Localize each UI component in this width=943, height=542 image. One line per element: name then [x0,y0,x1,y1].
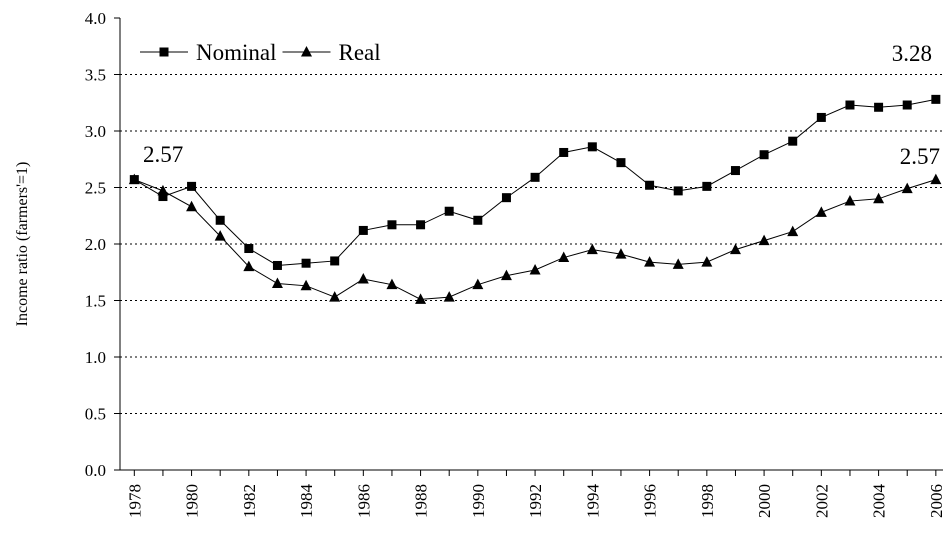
marker [500,269,512,281]
marker [244,244,254,254]
marker [243,260,255,272]
marker [702,181,712,191]
marker [387,220,397,230]
legend-label: Nominal [196,40,277,65]
marker [873,192,885,204]
marker [901,182,913,194]
y-tick-label: 0.0 [85,461,106,480]
marker [529,263,541,275]
x-tick-label: 1984 [297,484,316,519]
marker [701,256,713,267]
marker [644,256,656,267]
marker [443,291,455,302]
y-axis-label: Income ratio (farmers'=1) [14,162,31,327]
marker [587,142,597,152]
x-tick-label: 1978 [125,484,144,518]
x-tick-label: 1980 [183,484,202,518]
marker [214,230,226,241]
marker [730,166,740,176]
marker [158,192,168,202]
annotation: 2.57 [143,142,183,167]
marker [301,258,311,268]
marker [672,258,684,269]
x-tick-label: 2006 [927,484,943,518]
marker [788,136,798,146]
marker [616,158,626,168]
marker [931,94,941,104]
marker [816,112,826,122]
marker [358,225,368,235]
marker [530,172,540,182]
marker [301,46,312,57]
y-tick-label: 1.5 [85,292,106,311]
marker [501,193,511,203]
y-tick-label: 4.0 [85,9,106,28]
marker [272,260,282,270]
marker [157,184,169,196]
marker [874,102,884,112]
x-tick-label: 1986 [354,484,373,518]
marker [902,100,912,110]
y-tick-label: 1.0 [85,348,106,367]
marker [300,279,312,291]
marker [473,215,483,225]
marker [386,278,398,290]
marker [815,206,827,217]
y-tick-label: 2.5 [85,179,106,198]
y-tick-label: 0.5 [85,405,106,424]
marker [787,225,799,237]
marker [759,150,769,160]
x-tick-label: 1998 [698,484,717,518]
y-tick-label: 3.5 [85,66,106,85]
x-tick-label: 1994 [583,484,602,519]
series-line [134,179,936,300]
marker [758,234,770,246]
marker [159,47,169,57]
marker [128,173,140,185]
legend-label: Real [339,40,381,65]
x-tick-label: 1988 [412,484,431,518]
annotation: 2.57 [900,144,940,169]
x-tick-label: 1990 [469,484,488,518]
x-tick-label: 1982 [240,484,259,518]
marker [845,100,855,110]
marker [729,243,741,255]
marker [472,278,484,290]
marker [559,147,569,157]
x-tick-label: 2004 [870,484,889,519]
annotation: 3.28 [892,41,932,66]
x-tick-label: 2002 [812,484,831,518]
marker [930,173,942,185]
x-tick-label: 2000 [755,484,774,518]
x-tick-label: 1996 [641,484,660,518]
marker [444,206,454,216]
marker [215,215,225,225]
marker [645,180,655,190]
marker [673,186,683,196]
x-tick-label: 1992 [526,484,545,518]
marker [558,251,570,263]
marker [586,243,598,255]
marker [187,181,197,191]
marker [416,220,426,230]
marker [330,256,340,266]
marker [844,195,856,206]
series-line [134,98,936,266]
marker [615,248,627,259]
marker [357,273,369,284]
y-tick-label: 2.0 [85,235,106,254]
marker [271,277,283,289]
marker [415,293,427,304]
marker [186,200,198,212]
marker [329,291,341,302]
y-tick-label: 3.0 [85,122,106,141]
